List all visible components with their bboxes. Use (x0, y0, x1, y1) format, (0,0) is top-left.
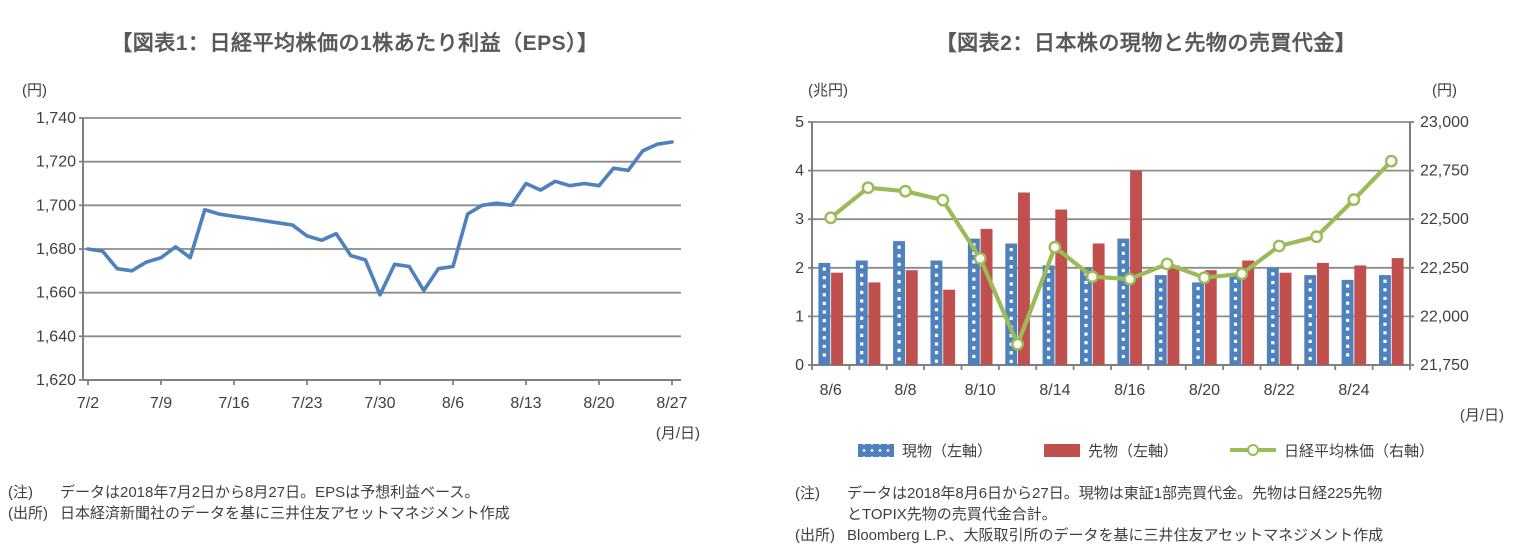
legend-item-nikkei: 日経平均株価（右軸） (1230, 440, 1434, 461)
legend-label-futures: 先物（左軸） (1087, 442, 1178, 460)
svg-text:4: 4 (795, 163, 804, 180)
svg-text:8/22: 8/22 (1264, 382, 1295, 399)
svg-text:5: 5 (795, 114, 804, 131)
svg-text:0: 0 (795, 357, 804, 374)
svg-text:7/23: 7/23 (291, 395, 322, 412)
svg-text:(兆円): (兆円) (808, 82, 848, 99)
svg-text:2: 2 (795, 260, 804, 277)
svg-text:(月/日): (月/日) (1460, 407, 1504, 424)
svg-text:1,640: 1,640 (36, 328, 76, 345)
eps-source-text: 日本経済新聞社のデータを基に三井住友アセットマネジメント作成 (60, 505, 510, 522)
trading-note-row-1: (注) データは2018年8月6日から27日。現物は東証1部売買代金。先物は日経… (795, 483, 1383, 504)
svg-text:8/20: 8/20 (583, 395, 614, 412)
eps-notes: (注) データは2018年7月2日から8月27日。EPSは予想利益ベース。 (出… (8, 482, 510, 524)
trading-note-label: (注) (795, 485, 820, 502)
spot-bar-swatch-icon (857, 443, 894, 457)
svg-text:(月/日): (月/日) (656, 425, 700, 442)
nikkei-marker-icon (1247, 444, 1259, 456)
svg-text:1,620: 1,620 (36, 372, 76, 389)
svg-text:1,700: 1,700 (36, 197, 76, 214)
svg-text:7/30: 7/30 (364, 395, 395, 412)
trading-value-chart-title: 【図表2：日本株の現物と先物の売買代金】 (935, 32, 1357, 56)
trading-source-text: Bloomberg L.P.、大阪取引所のデータを基に三井住友アセットマネジメン… (847, 527, 1384, 544)
eps-note-row: (注) データは2018年7月2日から8月27日。EPSは予想利益ベース。 (8, 482, 510, 503)
svg-text:7/9: 7/9 (150, 395, 172, 412)
svg-text:8/8: 8/8 (894, 382, 916, 399)
svg-text:8/6: 8/6 (442, 395, 464, 412)
svg-text:8/6: 8/6 (820, 382, 842, 399)
eps-line-chart: (円)1,7401,7201,7001,6801,6601,6401,6207/… (22, 82, 700, 442)
trading-value-notes: (注) データは2018年8月6日から27日。現物は東証1部売買代金。先物は日経… (795, 483, 1383, 546)
svg-text:3: 3 (795, 211, 804, 228)
legend-label-nikkei: 日経平均株価（右軸） (1284, 442, 1435, 460)
trading-note-row-2: とTOPIX先物の売買代金合計。 (795, 504, 1383, 525)
svg-text:21,750: 21,750 (1420, 357, 1469, 374)
trading-note-text-2: とTOPIX先物の売買代金合計。 (847, 506, 1057, 523)
svg-text:23,000: 23,000 (1420, 114, 1469, 131)
trading-source-row: (出所) Bloomberg L.P.、大阪取引所のデータを基に三井住友アセット… (795, 525, 1383, 546)
svg-text:7/2: 7/2 (77, 395, 99, 412)
eps-note-text: データは2018年7月2日から8月27日。EPSは予想利益ベース。 (60, 484, 480, 501)
eps-chart-panel: 【図表1：日経平均株価の1株あたり利益（EPS）】 (円) 1,740 1,720 1… (8, 32, 700, 524)
svg-text:22,250: 22,250 (1420, 260, 1469, 277)
svg-text:(円): (円) (22, 82, 47, 99)
svg-text:1,720: 1,720 (36, 154, 76, 171)
svg-text:8/13: 8/13 (510, 395, 541, 412)
legend-item-futures: 先物（左軸） (1043, 440, 1178, 461)
eps-source-label: (出所) (8, 505, 48, 522)
eps-chart-title: 【図表1：日経平均株価の1株あたり利益（EPS）】 (111, 32, 599, 56)
svg-text:1: 1 (795, 308, 804, 325)
svg-text:8/27: 8/27 (656, 395, 687, 412)
eps-note-label: (注) (8, 484, 33, 501)
eps-source-row: (出所) 日本経済新聞社のデータを基に三井住友アセットマネジメント作成 (8, 503, 510, 524)
trading-note-spacer (795, 504, 847, 525)
svg-text:7/16: 7/16 (218, 395, 249, 412)
svg-text:1,740: 1,740 (36, 110, 76, 127)
svg-text:1,680: 1,680 (36, 241, 76, 258)
svg-text:22,500: 22,500 (1420, 211, 1469, 228)
svg-text:22,750: 22,750 (1420, 163, 1469, 180)
svg-text:1,660: 1,660 (36, 285, 76, 302)
nikkei-line-swatch-icon (1230, 444, 1276, 456)
trading-value-legend: 現物（左軸） 先物（左軸） 日経平均株価（右軸） (764, 438, 1528, 462)
trading-value-chart-panel: 【図表2：日本株の現物と先物の売買代金】 (兆円) (円) 5 4 3 2 1 0 23,000… (764, 0, 1528, 557)
trading-value-combo-chart: (兆円) (円) 5 4 3 2 1 0 23,000 22,750 22,500 22,250 22,… (795, 82, 1504, 424)
legend-label-spot: 現物（左軸） (901, 442, 992, 460)
svg-text:8/20: 8/20 (1189, 382, 1220, 399)
trading-source-label: (出所) (795, 527, 835, 544)
svg-text:(円): (円) (1432, 82, 1457, 99)
svg-text:22,000: 22,000 (1420, 308, 1469, 325)
svg-text:8/14: 8/14 (1039, 382, 1070, 399)
futures-bar-swatch-icon (1043, 443, 1080, 457)
trading-note-text-1: データは2018年8月6日から27日。現物は東証1部売買代金。先物は日経225先… (847, 485, 1383, 502)
legend-item-spot: 現物（左軸） (857, 440, 992, 461)
svg-text:8/16: 8/16 (1114, 382, 1145, 399)
svg-text:8/10: 8/10 (965, 382, 996, 399)
svg-text:8/24: 8/24 (1338, 382, 1369, 399)
